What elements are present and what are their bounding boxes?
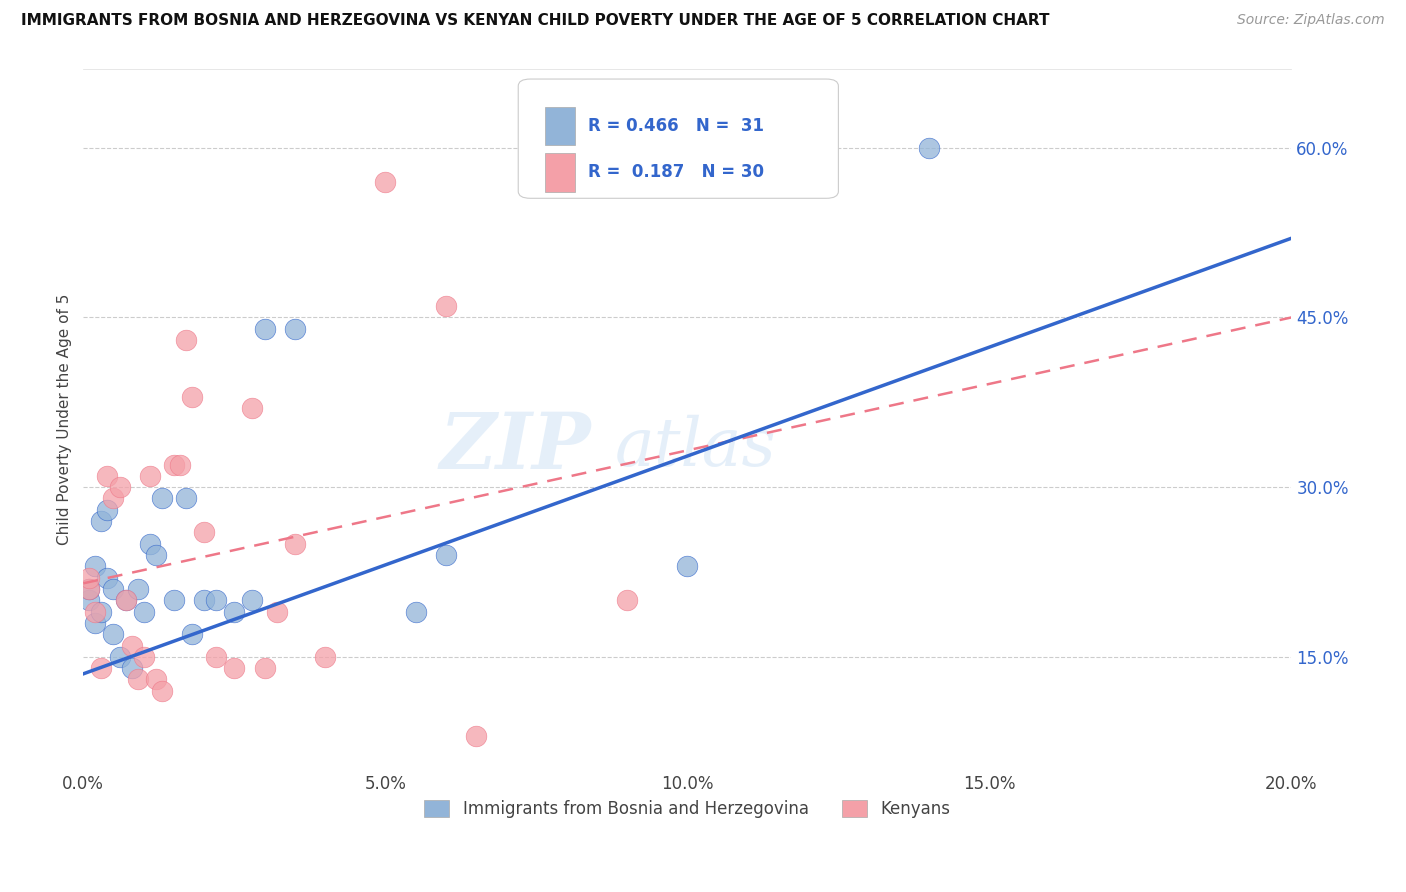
Point xyxy=(139,537,162,551)
Point xyxy=(266,605,288,619)
Point xyxy=(108,649,131,664)
Text: IMMIGRANTS FROM BOSNIA AND HERZEGOVINA VS KENYAN CHILD POVERTY UNDER THE AGE OF : IMMIGRANTS FROM BOSNIA AND HERZEGOVINA V… xyxy=(21,13,1050,29)
Point xyxy=(127,673,149,687)
FancyBboxPatch shape xyxy=(544,153,575,192)
Point xyxy=(918,141,941,155)
Point xyxy=(205,593,228,607)
Point xyxy=(96,468,118,483)
Point xyxy=(181,390,204,404)
Point xyxy=(284,322,307,336)
Point xyxy=(96,571,118,585)
Point xyxy=(242,401,264,415)
Point xyxy=(145,673,167,687)
Point xyxy=(121,661,143,675)
FancyBboxPatch shape xyxy=(519,79,838,198)
Text: ZIP: ZIP xyxy=(439,409,591,485)
Point xyxy=(103,582,125,596)
Point xyxy=(465,729,488,743)
Point xyxy=(150,683,173,698)
Point xyxy=(84,615,107,630)
Y-axis label: Child Poverty Under the Age of 5: Child Poverty Under the Age of 5 xyxy=(58,293,72,545)
Point xyxy=(84,605,107,619)
Point xyxy=(79,582,101,596)
Point xyxy=(224,605,246,619)
Point xyxy=(90,605,112,619)
Text: R =  0.187   N = 30: R = 0.187 N = 30 xyxy=(588,163,765,181)
Point xyxy=(242,593,264,607)
Point xyxy=(193,593,215,607)
Point xyxy=(103,627,125,641)
Point xyxy=(169,458,191,472)
Point xyxy=(127,582,149,596)
Legend: Immigrants from Bosnia and Herzegovina, Kenyans: Immigrants from Bosnia and Herzegovina, … xyxy=(418,793,957,825)
Point xyxy=(676,559,699,574)
Point xyxy=(174,333,197,347)
Point xyxy=(114,593,136,607)
Point xyxy=(114,593,136,607)
Point xyxy=(314,649,336,664)
Point xyxy=(132,605,155,619)
Point xyxy=(139,468,162,483)
Point xyxy=(150,491,173,506)
Text: R = 0.466   N =  31: R = 0.466 N = 31 xyxy=(588,117,765,135)
Point xyxy=(163,458,186,472)
Point xyxy=(90,514,112,528)
Point xyxy=(96,502,118,516)
Point xyxy=(84,559,107,574)
Point xyxy=(284,537,307,551)
Point xyxy=(79,571,101,585)
Point xyxy=(434,299,457,313)
Point xyxy=(132,649,155,664)
Point xyxy=(108,480,131,494)
Point xyxy=(253,322,276,336)
Point xyxy=(253,661,276,675)
FancyBboxPatch shape xyxy=(544,107,575,145)
Point xyxy=(121,639,143,653)
Point xyxy=(145,548,167,562)
Point xyxy=(181,627,204,641)
Point xyxy=(205,649,228,664)
Text: atlas: atlas xyxy=(614,415,776,480)
Point xyxy=(163,593,186,607)
Point xyxy=(405,605,427,619)
Point xyxy=(90,661,112,675)
Text: Source: ZipAtlas.com: Source: ZipAtlas.com xyxy=(1237,13,1385,28)
Point xyxy=(79,582,101,596)
Point xyxy=(374,175,396,189)
Point xyxy=(193,525,215,540)
Point xyxy=(224,661,246,675)
Point xyxy=(616,593,638,607)
Point xyxy=(79,593,101,607)
Point xyxy=(174,491,197,506)
Point xyxy=(103,491,125,506)
Point xyxy=(434,548,457,562)
